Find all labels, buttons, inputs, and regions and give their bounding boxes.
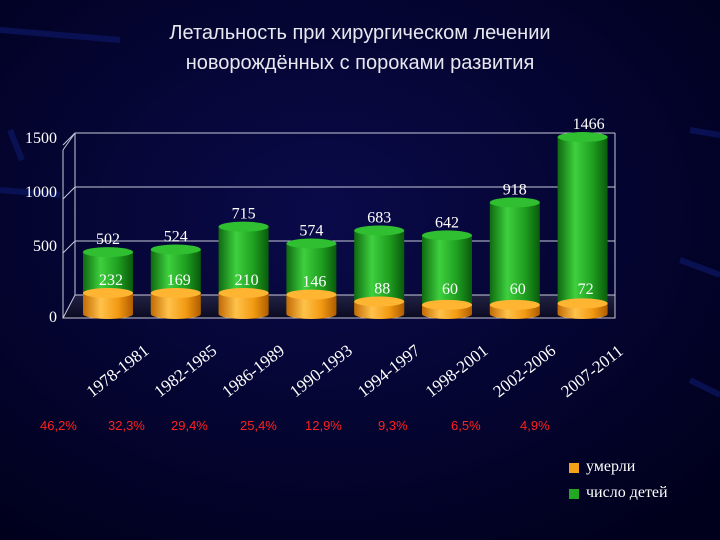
data-label-died: 60	[442, 281, 458, 298]
mortality-percent: 6,5%	[451, 418, 481, 433]
legend-swatch-died	[569, 463, 579, 473]
bar-умерли	[150, 288, 201, 319]
data-label-died: 72	[578, 281, 594, 298]
x-tick-labels: 1978-19811982-19851986-19891990-19931994…	[83, 341, 627, 402]
x-tick-label: 1982-1985	[151, 341, 221, 401]
x-tick-label: 1994-1997	[354, 341, 424, 402]
x-tick-label: 2007-2011	[557, 341, 626, 401]
data-label-died: 169	[167, 272, 191, 289]
bar-число-детей	[354, 225, 405, 317]
legend-swatch-children	[569, 489, 579, 499]
data-label-children: 1466	[573, 116, 605, 133]
chart-axes	[62, 132, 616, 319]
mortality-percent: 9,3%	[378, 418, 408, 433]
y-tick-labels: 0 500 1000 1500	[25, 130, 57, 326]
gridline-depth	[62, 186, 76, 200]
bar-число-детей	[422, 230, 472, 317]
bar-умерли	[83, 288, 133, 319]
x-tick-label: 2002-2006	[490, 341, 560, 401]
data-label-died: 146	[302, 274, 326, 291]
bars: 502 232 524 169 715 210 574 146 683 88 642 60 918 60 1…	[83, 116, 608, 319]
legend-item-died: умерли	[569, 458, 709, 480]
data-label-children: 918	[503, 181, 527, 198]
data-label-children: 502	[96, 231, 120, 248]
bar-число-детей	[557, 132, 608, 317]
y-tick-label: 1500	[25, 130, 57, 147]
bar-умерли	[286, 289, 337, 319]
data-label-died: 88	[374, 280, 390, 297]
mortality-percent: 4,9%	[520, 418, 550, 433]
chart-title-line-1: Летальность при хирургическом лечении	[169, 22, 551, 44]
bar-умерли	[422, 299, 472, 319]
chart-title-line-2: новорождённых с пороками развития	[185, 52, 535, 74]
bar-умерли	[557, 298, 608, 319]
x-tick-label: 1998-2001	[422, 341, 492, 401]
legend-label-died: умерли	[586, 458, 636, 475]
bar-число-детей	[489, 197, 540, 317]
data-label-died: 232	[99, 272, 123, 289]
bar-умерли	[218, 288, 269, 319]
legend-label-children: число детей	[586, 484, 668, 501]
data-label-children: 524	[164, 228, 188, 245]
x-tick-label: 1990-1993	[286, 341, 356, 401]
x-tick-label: 1986-1989	[218, 341, 288, 401]
mortality-percent: 12,9%	[305, 418, 342, 433]
data-label-died: 210	[235, 272, 259, 289]
x-tick-label: 1978-1981	[83, 341, 153, 401]
gridline-depth	[62, 132, 76, 146]
bar-умерли	[354, 296, 405, 319]
data-label-children: 715	[232, 206, 256, 223]
data-label-died: 60	[510, 281, 526, 298]
y-axis-depth	[62, 132, 76, 151]
data-label-children: 683	[367, 209, 391, 226]
y-tick-label: 0	[49, 309, 57, 326]
y-tick-label: 1000	[25, 184, 57, 201]
mortality-percent: 25,4%	[240, 418, 277, 433]
mortality-percent: 46,2%	[40, 418, 77, 433]
mortality-percent: 29,4%	[171, 418, 208, 433]
legend-item-children: число детей	[569, 484, 709, 506]
data-label-children: 574	[299, 223, 323, 240]
bar-умерли	[489, 299, 540, 319]
y-tick-label: 500	[33, 238, 57, 255]
mortality-percent: 32,3%	[108, 418, 145, 433]
gridline-depth	[62, 240, 76, 254]
data-label-children: 642	[435, 214, 459, 231]
